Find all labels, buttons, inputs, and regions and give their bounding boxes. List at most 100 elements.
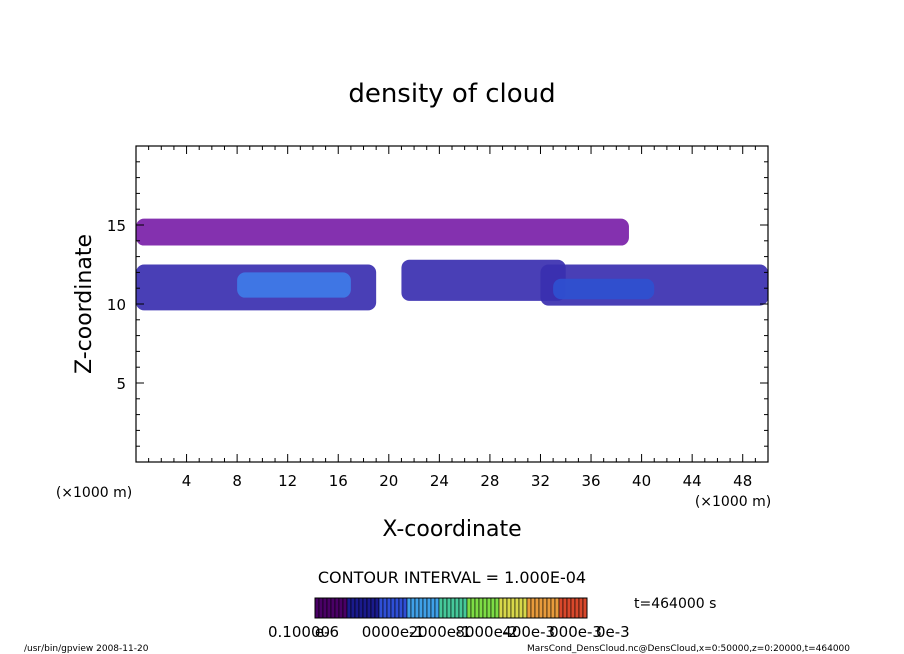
colorbar-cell [574, 597, 580, 619]
colorbar-cell [530, 597, 536, 619]
colorbar-cell [522, 597, 528, 619]
contour-region-3 [401, 259, 566, 301]
colorbar-cell [430, 597, 436, 619]
colorbar-cell [406, 597, 412, 619]
colorbar-cell [382, 597, 388, 619]
colorbar-cell [322, 597, 328, 619]
colorbar-cell [446, 597, 452, 619]
colorbar-cell [330, 597, 336, 619]
colorbar-cell [418, 597, 424, 619]
x-tick-label: 24 [430, 472, 449, 490]
colorbar-cell [366, 597, 372, 619]
colorbar-cell [354, 597, 360, 619]
colorbar-cell [578, 597, 584, 619]
x-tick-label: 20 [379, 472, 398, 490]
x-tick-label: 32 [531, 472, 550, 490]
colorbar-cell [338, 597, 344, 619]
colorbar-cell [462, 597, 468, 619]
colorbar-cell [326, 597, 332, 619]
colorbar-cell [518, 597, 524, 619]
colorbar-cell [494, 597, 500, 619]
colorbar-cell [482, 597, 488, 619]
colorbar-cell [370, 597, 376, 619]
colorbar-cell [474, 597, 480, 619]
colorbar-cell [542, 597, 548, 619]
colorbar-cell [478, 597, 484, 619]
x-unit-right: (×1000 m) [695, 494, 771, 510]
colorbar-frame [314, 597, 588, 619]
chart-title: density of cloud [348, 79, 555, 109]
x-tick-label: 40 [632, 472, 651, 490]
colorbar-cell [514, 597, 520, 619]
colorbar-label: 0000e-1 [362, 623, 424, 641]
colorbar-label: 0.10000 [268, 623, 330, 641]
colorbar-cell [394, 597, 400, 619]
colorbar-cell [534, 597, 540, 619]
colorbar-cell [510, 597, 516, 619]
colorbar-cell [454, 597, 460, 619]
colorbar-cell [450, 597, 456, 619]
contour-fills [136, 218, 768, 311]
x-tick-label: 44 [683, 472, 702, 490]
colorbar-cell [554, 597, 560, 619]
colorbar-cell [466, 597, 472, 619]
x-tick-label: 48 [733, 472, 752, 490]
colorbar-cell [398, 597, 404, 619]
colorbar-cell [558, 597, 564, 619]
colorbar-cell [550, 597, 556, 619]
colorbar-cell [470, 597, 476, 619]
contour-region-5 [553, 278, 655, 300]
colorbar-cell [334, 597, 340, 619]
colorbar-label: 0e-3 [596, 623, 630, 641]
colorbar-cell [502, 597, 508, 619]
x-tick-label: 8 [232, 472, 242, 490]
colorbar-cell [538, 597, 544, 619]
colorbar-cell [422, 597, 428, 619]
colorbar-cell [362, 597, 368, 619]
colorbar-cell [386, 597, 392, 619]
colorbar-cell [526, 597, 532, 619]
x-tick-label: 12 [278, 472, 297, 490]
colorbar-cell [350, 597, 356, 619]
colorbar-cell [506, 597, 512, 619]
footer-left: /usr/bin/gpview 2008-11-20 [24, 644, 149, 654]
x-axis-label: X-coordinate [382, 517, 521, 542]
y-tick-label: 15 [107, 217, 126, 235]
colorbar-cell [346, 597, 352, 619]
colorbar-cell [582, 597, 588, 619]
contour-region-0 [136, 218, 629, 246]
colorbar-cell [442, 597, 448, 619]
colorbar-cell [318, 597, 324, 619]
colorbar-label: 2000e-1 [409, 623, 471, 641]
colorbar-cell [358, 597, 364, 619]
x-unit-left: (×1000 m) [56, 485, 132, 501]
x-tick-label: 4 [182, 472, 192, 490]
colorbar-cell [374, 597, 380, 619]
colorbar-cell [458, 597, 464, 619]
y-tick-label: 10 [107, 296, 126, 314]
contour-region-2 [237, 272, 351, 298]
colorbar-label: 000e-3 [549, 623, 602, 641]
colorbar-cell [414, 597, 420, 619]
colorbar-label: 8000e-2 [455, 623, 517, 641]
colorbar-cell [566, 597, 572, 619]
contour-interval: CONTOUR INTERVAL = 1.000E-04 [318, 568, 586, 587]
colorbar-cell [490, 597, 496, 619]
y-axis-label: Z-coordinate [72, 234, 97, 374]
colorbar-cell [314, 597, 320, 619]
time-label: t=464000 s [634, 596, 716, 612]
footer-right: MarsCond_DensCloud.nc@DensCloud,x=0:5000… [527, 644, 850, 654]
colorbar-cell [410, 597, 416, 619]
colorbar-label: 400e-3 [502, 623, 555, 641]
colorbar-cell [378, 597, 384, 619]
colorbar-cell [498, 597, 504, 619]
colorbar-label: e-6 [315, 623, 339, 641]
colorbar-cell [486, 597, 492, 619]
colorbar [314, 597, 588, 619]
y-tick-label: 5 [116, 375, 126, 393]
colorbar-cell [570, 597, 576, 619]
